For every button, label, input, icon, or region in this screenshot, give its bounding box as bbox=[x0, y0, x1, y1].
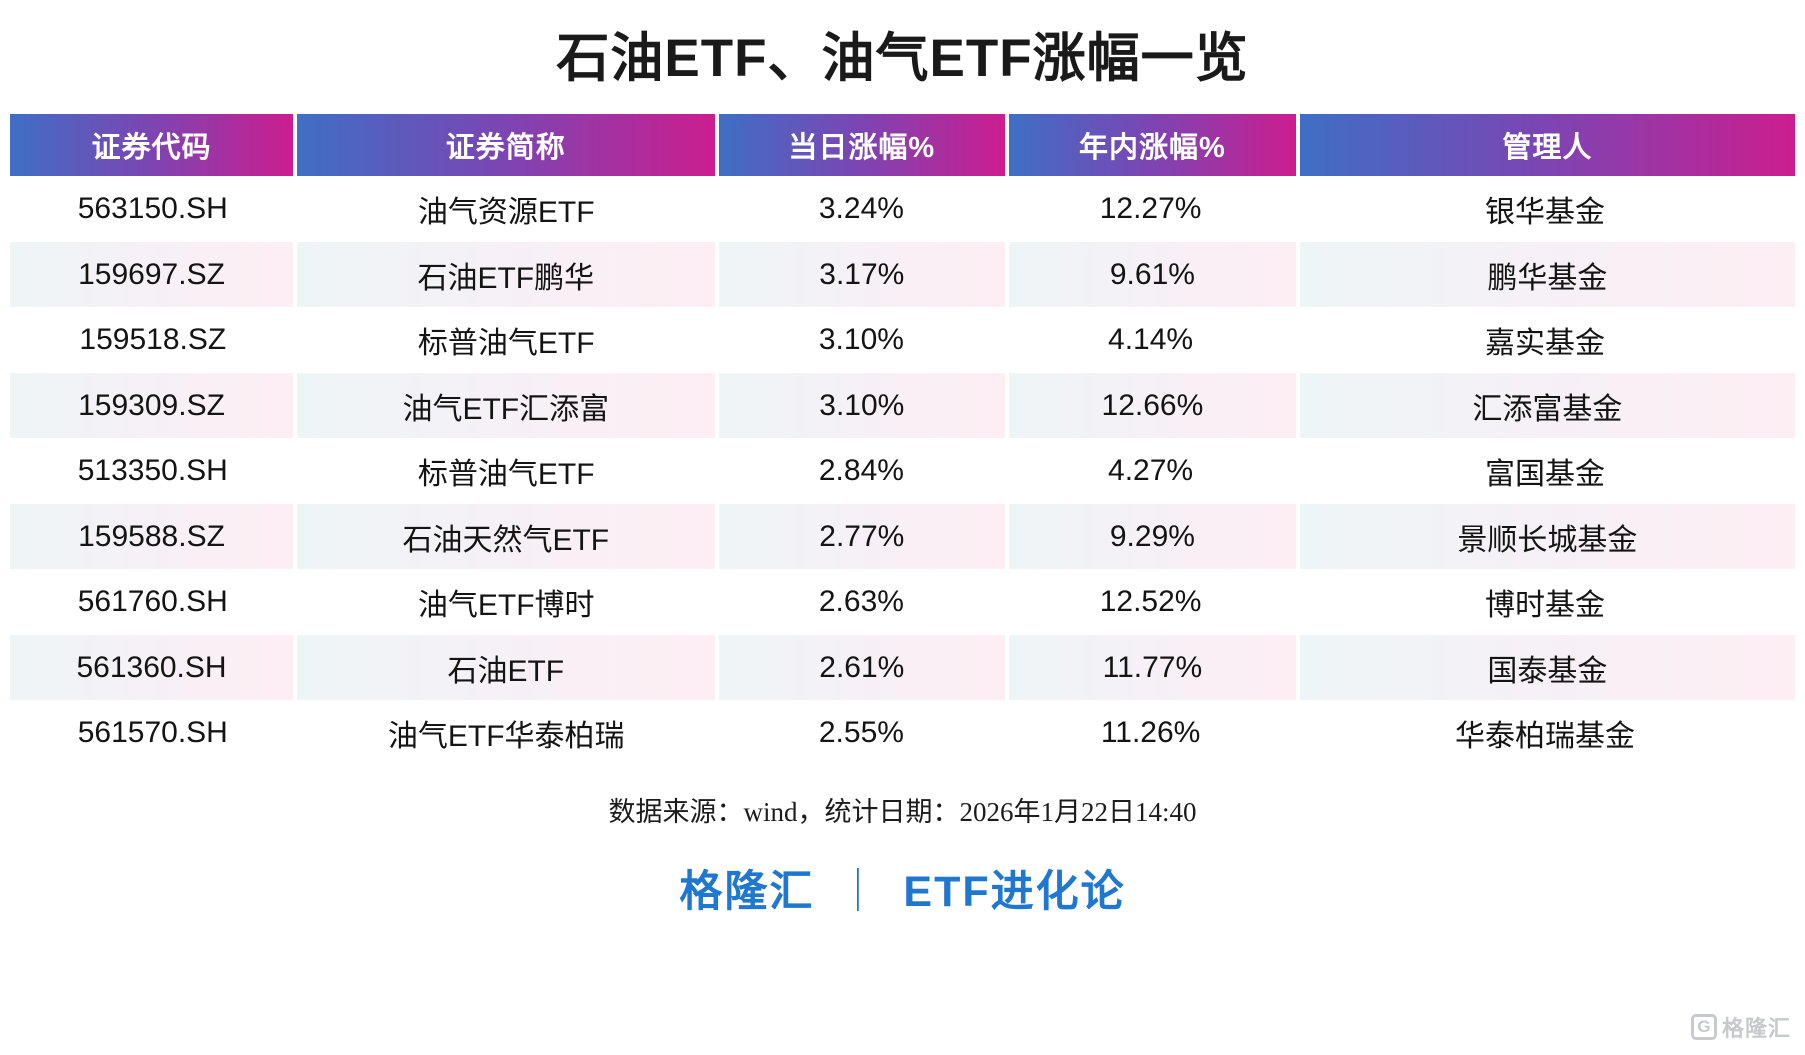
cell-code: 159518.SZ bbox=[10, 307, 296, 373]
cell-name: 油气ETF博时 bbox=[295, 569, 717, 635]
table-row: 563150.SH 油气资源ETF 3.24% 12.27% 银华基金 bbox=[10, 176, 1795, 242]
brand-footer: 格隆汇 ｜ ETF进化论 bbox=[679, 857, 1125, 919]
cell-manager: 鹏华基金 bbox=[1299, 241, 1796, 308]
cell-ytd-change: 4.27% bbox=[1006, 438, 1296, 504]
column-header-code: 证券代码 bbox=[10, 114, 294, 177]
column-header-day: 当日涨幅% bbox=[718, 114, 1006, 177]
cell-name: 油气ETF华泰柏瑞 bbox=[295, 700, 717, 766]
table-header-row: 证券代码 证券简称 当日涨幅% 年内涨幅% 管理人 bbox=[10, 114, 1796, 177]
cell-name: 标普油气ETF bbox=[295, 307, 717, 373]
cell-day-change: 3.17% bbox=[718, 241, 1006, 308]
cell-code: 561570.SH bbox=[10, 700, 296, 766]
table-row: 159309.SZ 油气ETF汇添富 3.10% 12.66% 汇添富基金 bbox=[10, 372, 1796, 439]
cell-day-change: 2.61% bbox=[718, 634, 1006, 701]
page-title: 石油ETF、油气ETF涨幅一览 bbox=[556, 29, 1249, 88]
column-header-name: 证券简称 bbox=[297, 114, 715, 177]
table-row: 561760.SH 油气ETF博时 2.63% 12.52% 博时基金 bbox=[10, 569, 1795, 635]
cell-ytd-change: 9.29% bbox=[1009, 503, 1296, 570]
table-row: 159588.SZ 石油天然气ETF 2.77% 9.29% 景顺长城基金 bbox=[10, 503, 1796, 570]
cell-name: 石油ETF bbox=[297, 634, 715, 701]
etf-table: 证券代码 证券简称 当日涨幅% 年内涨幅% 管理人 563150.SH 油气资源… bbox=[10, 114, 1796, 766]
cell-code: 513350.SH bbox=[10, 438, 296, 504]
cell-name: 石油天然气ETF bbox=[297, 503, 715, 570]
cell-day-change: 2.84% bbox=[716, 438, 1006, 504]
table-row: 513350.SH 标普油气ETF 2.84% 4.27% 富国基金 bbox=[10, 438, 1795, 504]
cell-ytd-change: 9.61% bbox=[1009, 241, 1296, 308]
brand-name-right: ETF进化论 bbox=[903, 867, 1126, 916]
cell-manager: 汇添富基金 bbox=[1299, 372, 1796, 439]
brand-divider: ｜ bbox=[836, 867, 882, 916]
cell-day-change: 2.63% bbox=[716, 569, 1006, 635]
logo-icon: G bbox=[1690, 1014, 1717, 1040]
cell-ytd-change: 12.52% bbox=[1006, 569, 1296, 635]
cell-manager: 国泰基金 bbox=[1299, 634, 1796, 701]
cell-name: 石油ETF鹏华 bbox=[297, 241, 715, 308]
cell-manager: 银华基金 bbox=[1295, 176, 1795, 242]
cell-ytd-change: 12.66% bbox=[1009, 372, 1296, 439]
cell-code: 561760.SH bbox=[10, 569, 296, 635]
data-source-note: 数据来源：wind，统计日期：2026年1月22日14:40 bbox=[608, 796, 1197, 827]
cell-code: 561360.SH bbox=[10, 634, 294, 701]
cell-ytd-change: 4.14% bbox=[1006, 307, 1296, 373]
cell-day-change: 3.10% bbox=[718, 372, 1006, 439]
cell-day-change: 3.10% bbox=[716, 307, 1006, 373]
table-row: 561570.SH 油气ETF华泰柏瑞 2.55% 11.26% 华泰柏瑞基金 bbox=[10, 700, 1795, 766]
cell-name: 油气ETF汇添富 bbox=[297, 372, 715, 439]
column-header-ytd: 年内涨幅% bbox=[1009, 114, 1296, 177]
cell-code: 159697.SZ bbox=[10, 241, 294, 308]
cell-manager: 华泰柏瑞基金 bbox=[1295, 700, 1795, 766]
watermark: G 格隆汇 bbox=[1690, 1011, 1791, 1043]
brand-name-left: 格隆汇 bbox=[679, 867, 815, 916]
cell-code: 563150.SH bbox=[10, 176, 296, 242]
cell-manager: 嘉实基金 bbox=[1295, 307, 1795, 373]
cell-ytd-change: 12.27% bbox=[1006, 176, 1296, 242]
cell-code: 159588.SZ bbox=[10, 503, 294, 570]
cell-manager: 博时基金 bbox=[1295, 569, 1795, 635]
cell-manager: 富国基金 bbox=[1295, 438, 1795, 504]
cell-manager: 景顺长城基金 bbox=[1299, 503, 1796, 570]
column-header-manager: 管理人 bbox=[1299, 114, 1796, 177]
table-row: 159518.SZ 标普油气ETF 3.10% 4.14% 嘉实基金 bbox=[10, 307, 1795, 373]
cell-code: 159309.SZ bbox=[10, 372, 294, 439]
cell-name: 油气资源ETF bbox=[295, 176, 717, 242]
cell-day-change: 2.55% bbox=[716, 700, 1006, 766]
cell-ytd-change: 11.77% bbox=[1009, 634, 1296, 701]
table-row: 159697.SZ 石油ETF鹏华 3.17% 9.61% 鹏华基金 bbox=[10, 241, 1796, 308]
cell-day-change: 2.77% bbox=[718, 503, 1006, 570]
cell-ytd-change: 11.26% bbox=[1006, 700, 1296, 766]
table-row: 561360.SH 石油ETF 2.61% 11.77% 国泰基金 bbox=[10, 634, 1796, 701]
cell-name: 标普油气ETF bbox=[295, 438, 717, 504]
watermark-text: 格隆汇 bbox=[1721, 1016, 1791, 1041]
cell-day-change: 3.24% bbox=[716, 176, 1006, 242]
